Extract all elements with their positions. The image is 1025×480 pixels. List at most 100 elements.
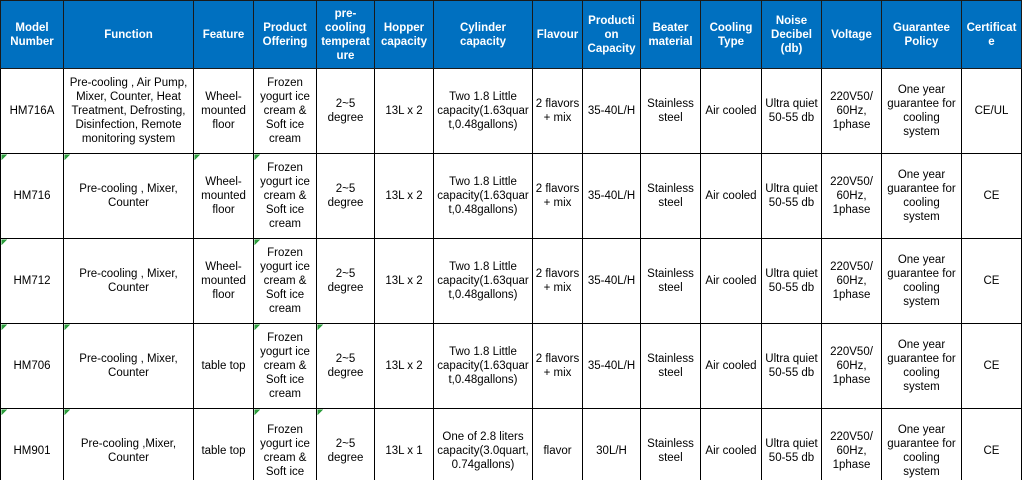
- table-cell: One year guarantee for cooling system: [881, 153, 962, 239]
- header-cell: Production Capacity: [582, 0, 641, 69]
- table-cell: CE: [961, 153, 1022, 239]
- table-cell: 2 flavors + mix: [532, 153, 583, 239]
- table-cell: flavor: [532, 408, 583, 480]
- table-cell: Ultra quiet 50-55 db: [761, 153, 822, 239]
- table-cell: 2 flavors + mix: [532, 68, 583, 154]
- table-cell: HM706: [0, 323, 64, 409]
- table-cell: table top: [193, 323, 254, 409]
- header-cell: Product Offering: [253, 0, 317, 69]
- header-cell: pre-cooling temperature: [316, 0, 375, 69]
- table-cell: CE: [961, 323, 1022, 409]
- table-cell: Two 1.8 Little capacity(1.63quart,0.48ga…: [433, 68, 533, 154]
- header-cell: Model Number: [0, 0, 64, 69]
- table-cell: Pre-cooling ,Mixer, Counter: [63, 408, 194, 480]
- table-cell: 220V50/ 60Hz, 1phase: [821, 68, 882, 154]
- header-cell: Cooling Type: [700, 0, 762, 69]
- table-cell: One year guarantee for cooling system: [881, 323, 962, 409]
- header-row: Model Number Function Feature Product Offer…: [0, 0, 1022, 69]
- table-cell: One of 2.8 liters capacity(3.0quart,0.74…: [433, 408, 533, 480]
- table-cell: Pre-cooling , Air Pump, Mixer, Counter, …: [63, 68, 194, 154]
- table-cell: Air cooled: [700, 323, 762, 409]
- table-cell: 35-40L/H: [582, 68, 641, 154]
- table-cell: CE/UL: [961, 68, 1022, 154]
- table-cell: 13L x 2: [374, 153, 434, 239]
- table-cell: 220V50/ 60Hz, 1phase: [821, 238, 882, 324]
- table-cell: HM712: [0, 238, 64, 324]
- table-cell: Ultra quiet 50-55 db: [761, 323, 822, 409]
- table-cell: Stainless steel: [640, 408, 701, 480]
- table-cell: Pre-cooling , Mixer, Counter: [63, 238, 194, 324]
- table-cell: Frozen yogurt ice cream & Soft ice: [253, 408, 317, 480]
- table-row: HM716 Pre-cooling , Mixer, Counter Wheel-m…: [0, 153, 1022, 239]
- table-cell: Air cooled: [700, 238, 762, 324]
- header-cell: Beater material: [640, 0, 701, 69]
- table-cell: Air cooled: [700, 153, 762, 239]
- table-cell: CE: [961, 408, 1022, 480]
- table-cell: One year guarantee for cooling system: [881, 238, 962, 324]
- table-cell: Ultra quiet 50-55 db: [761, 408, 822, 480]
- table-header: Model Number Function Feature Product Offer…: [0, 0, 1022, 69]
- table-cell: Frozen yogurt ice cream & Soft ice cream: [253, 153, 317, 239]
- table-cell: 2~5 degree: [316, 323, 375, 409]
- table-cell: 2~5 degree: [316, 153, 375, 239]
- table-body: HM716A Pre-cooling , Air Pump, Mixer, Cou…: [0, 68, 1022, 480]
- table-cell: Ultra quiet 50-55 db: [761, 68, 822, 154]
- table-cell: 2~5 degree: [316, 408, 375, 480]
- table-cell: 220V50/ 60Hz, 1phase: [821, 323, 882, 409]
- table-cell: Pre-cooling , Mixer, Counter: [63, 323, 194, 409]
- header-cell: Certificate: [961, 0, 1022, 69]
- table-cell: Two 1.8 Little capacity(1.63quart,0.48ga…: [433, 153, 533, 239]
- table-cell: HM716: [0, 153, 64, 239]
- table-cell: HM901: [0, 408, 64, 480]
- table-cell: Stainless steel: [640, 68, 701, 154]
- table-cell: Air cooled: [700, 408, 762, 480]
- table-cell: 2~5 degree: [316, 238, 375, 324]
- table-cell: 30L/H: [582, 408, 641, 480]
- header-cell: Noise Decibel (db): [761, 0, 822, 69]
- table-cell: Ultra quiet 50-55 db: [761, 238, 822, 324]
- table-cell: 220V50/ 60Hz, 1phase: [821, 408, 882, 480]
- header-cell: Hopper capacity: [374, 0, 434, 69]
- table-row: HM706 Pre-cooling , Mixer, Counter table t…: [0, 323, 1022, 409]
- table-cell: Two 1.8 Little capacity(1.63quart,0.48ga…: [433, 323, 533, 409]
- table-cell: 2 flavors + mix: [532, 238, 583, 324]
- table-cell: 35-40L/H: [582, 323, 641, 409]
- table-cell: table top: [193, 408, 254, 480]
- header-cell: Voltage: [821, 0, 882, 69]
- table-cell: One year guarantee for cooling system: [881, 68, 962, 154]
- table-cell: Frozen yogurt ice cream & Soft ice cream: [253, 238, 317, 324]
- table-row: HM901 Pre-cooling ,Mixer, Counter table to…: [0, 408, 1022, 480]
- table-cell: 13L x 2: [374, 238, 434, 324]
- table-cell: HM716A: [0, 68, 64, 154]
- table-cell: 13L x 1: [374, 408, 434, 480]
- header-cell: Function: [63, 0, 194, 69]
- table-cell: 13L x 2: [374, 68, 434, 154]
- table-cell: Stainless steel: [640, 238, 701, 324]
- table-cell: 2 flavors + mix: [532, 323, 583, 409]
- header-cell: Flavour: [532, 0, 583, 69]
- table-cell: Frozen yogurt ice cream & Soft ice cream: [253, 68, 317, 154]
- table-cell: CE: [961, 238, 1022, 324]
- table-cell: Wheel-mounted floor: [193, 238, 254, 324]
- table-row: HM712 Pre-cooling , Mixer, Counter Wheel-m…: [0, 238, 1022, 324]
- table-cell: One year guarantee for cooling system: [881, 408, 962, 480]
- table-cell: Air cooled: [700, 68, 762, 154]
- table-cell: Pre-cooling , Mixer, Counter: [63, 153, 194, 239]
- table-row: HM716A Pre-cooling , Air Pump, Mixer, Cou…: [0, 68, 1022, 154]
- table-cell: Stainless steel: [640, 323, 701, 409]
- header-cell: Feature: [193, 0, 254, 69]
- header-cell: Cylinder capacity: [433, 0, 533, 69]
- header-cell: Guarantee Policy: [881, 0, 962, 69]
- table-cell: 35-40L/H: [582, 153, 641, 239]
- table-cell: 2~5 degree: [316, 68, 375, 154]
- table-cell: 35-40L/H: [582, 238, 641, 324]
- table-cell: Wheel-mounted floor: [193, 68, 254, 154]
- table-cell: 220V50/ 60Hz, 1phase: [821, 153, 882, 239]
- table-cell: Wheel-mounted floor: [193, 153, 254, 239]
- table-cell: Two 1.8 Little capacity(1.63quart,0.48ga…: [433, 238, 533, 324]
- table-cell: 13L x 2: [374, 323, 434, 409]
- table-cell: Frozen yogurt ice cream & Soft ice cream: [253, 323, 317, 409]
- table-cell: Stainless steel: [640, 153, 701, 239]
